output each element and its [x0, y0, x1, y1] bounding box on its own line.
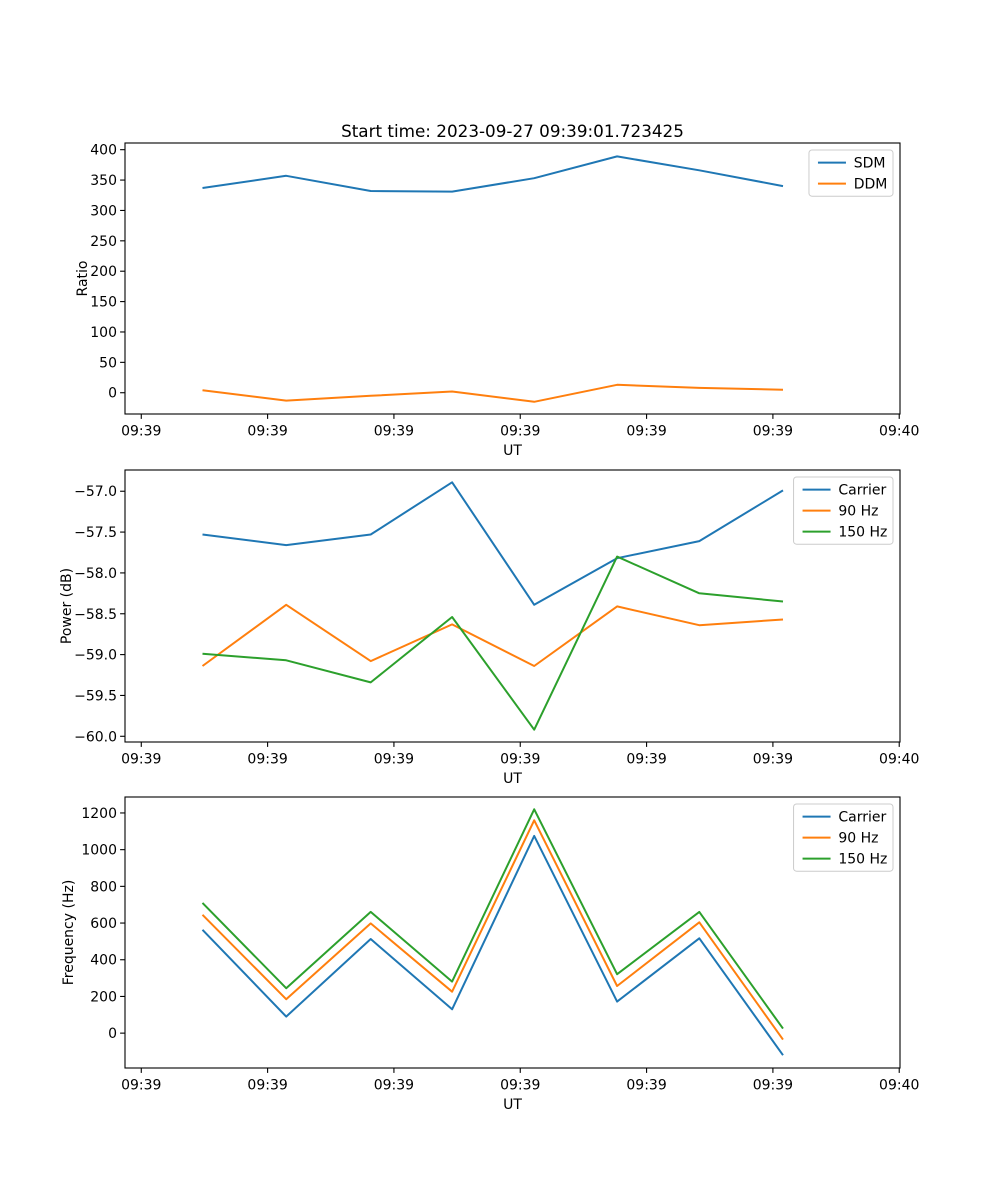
figure-title: Start time: 2023-09-27 09:39:01.723425	[341, 121, 684, 141]
x-tick-label: 09:39	[374, 424, 414, 440]
x-tick-label: 09:39	[626, 424, 666, 440]
y-tick-label: 1000	[81, 843, 117, 859]
legend: SDM DDM	[808, 149, 894, 197]
y-tick-label: −59.0	[74, 648, 117, 664]
x-tick-label: 09:39	[500, 424, 540, 440]
y-tick-label: −57.5	[74, 525, 117, 541]
y-tick-label: 250	[90, 234, 117, 250]
legend-box	[793, 803, 894, 872]
x-tick-label: 09:39	[753, 424, 793, 440]
series-line-ddm	[202, 383, 784, 403]
y-tick-label: −60.0	[74, 729, 117, 745]
series-line-carrier	[202, 481, 784, 606]
y-tick-label: −59.5	[74, 688, 117, 704]
y-tick-label: 350	[90, 173, 117, 189]
legend-box	[793, 476, 894, 545]
legend-label: Carrier	[838, 810, 886, 826]
y-tick-label: 300	[90, 203, 117, 219]
y-tick-label: 100	[90, 325, 117, 341]
y-tick-label: −58.0	[74, 566, 117, 582]
series-line-150-hz	[202, 555, 784, 731]
x-tick-label: 09:39	[374, 752, 414, 768]
legend-label: 150 Hz	[838, 852, 887, 868]
y-tick-label: 800	[90, 879, 117, 895]
x-tick-label: 09:39	[121, 424, 161, 440]
legend-label: 90 Hz	[838, 504, 878, 520]
x-tick-label: 09:39	[247, 752, 287, 768]
x-tick-label: 09:39	[500, 1078, 540, 1094]
legend-label: SDM	[854, 156, 886, 172]
y-tick-label: 400	[90, 953, 117, 969]
x-tick-label: 09:39	[626, 1078, 666, 1094]
series-line-90-hz	[201, 603, 784, 667]
x-tick-label: 09:39	[374, 1078, 414, 1094]
y-axis-label: Frequency (Hz)	[61, 880, 77, 986]
x-tick-label: 09:39	[626, 752, 666, 768]
y-tick-label: 1200	[81, 806, 117, 822]
x-tick-label: 09:40	[879, 424, 919, 440]
x-axis-label: UT	[503, 771, 522, 787]
y-tick-label: 200	[90, 989, 117, 1005]
x-tick-label: 09:39	[753, 1078, 793, 1094]
y-tick-label: 0	[108, 386, 117, 402]
y-tick-label: 0	[108, 1026, 117, 1042]
axes-frame	[124, 796, 901, 1069]
y-tick-label: 600	[90, 916, 117, 932]
axes-frame	[124, 142, 901, 415]
y-tick-label: 50	[99, 355, 117, 371]
legend-label: 150 Hz	[838, 525, 887, 541]
subplot-2: 09:39 09:39 09:39 09:39 09:39 09:39 09:40 −60.0…	[59, 469, 919, 787]
legend-label: DDM	[854, 177, 888, 193]
legend-label: 90 Hz	[838, 831, 878, 847]
y-axis-label: Ratio	[75, 261, 91, 297]
y-axis-label: Power (dB)	[59, 568, 75, 644]
x-axis-label: UT	[503, 1097, 522, 1113]
y-tick-label: −57.0	[74, 484, 117, 500]
x-tick-label: 09:39	[247, 424, 287, 440]
y-tick-label: 150	[90, 295, 117, 311]
x-tick-label: 09:39	[121, 1078, 161, 1094]
legend-label: Carrier	[838, 483, 886, 499]
x-tick-label: 09:39	[753, 752, 793, 768]
series-line-carrier	[201, 834, 784, 1056]
subplot-3: 09:39 09:39 09:39 09:39 09:39 09:39 09:40 0 200 4…	[61, 796, 919, 1113]
x-axis-label: UT	[503, 443, 522, 459]
y-tick-label: −58.5	[74, 607, 117, 623]
subplot-1: 09:39 09:39 09:39 09:39 09:39 09:39 09:40 0 50 10…	[75, 142, 919, 459]
legend: Carrier 90 Hz 150 Hz	[793, 476, 894, 545]
y-tick-label: 200	[90, 264, 117, 280]
series-line-90-hz	[201, 819, 784, 1041]
x-tick-label: 09:40	[879, 752, 919, 768]
axes-frame	[124, 469, 901, 743]
series-line-sdm	[202, 155, 784, 193]
x-tick-label: 09:39	[500, 752, 540, 768]
y-tick-label: 400	[90, 143, 117, 159]
legend-box	[808, 149, 894, 197]
series-line-150-hz	[201, 808, 784, 1030]
x-tick-label: 09:39	[121, 752, 161, 768]
legend: Carrier 90 Hz 150 Hz	[793, 803, 894, 872]
x-tick-label: 09:40	[879, 1078, 919, 1094]
x-tick-label: 09:39	[247, 1078, 287, 1094]
